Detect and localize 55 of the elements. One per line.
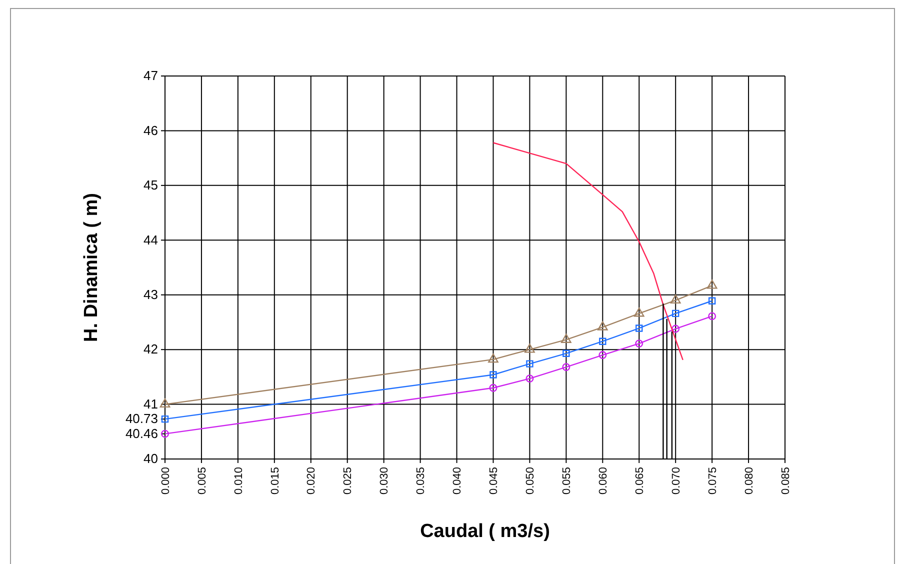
x-tick-label: 0.010 [232, 467, 245, 495]
y-tick-label: 42 [144, 342, 158, 357]
y-axis-title: H. Dinamica ( m) [81, 193, 102, 342]
x-tick-label: 0.050 [524, 467, 537, 495]
line-series [492, 142, 684, 361]
point [161, 415, 169, 423]
point [490, 371, 497, 378]
point [706, 280, 718, 289]
x-tick-label: 0.045 [488, 467, 500, 495]
point [708, 312, 716, 320]
point [526, 360, 534, 368]
x-tick-label: 0.085 [780, 467, 792, 495]
point [488, 354, 498, 363]
point [526, 374, 534, 383]
point [598, 351, 607, 360]
point [561, 334, 572, 343]
x-tick-label: 0.065 [634, 467, 646, 495]
x-tick-label: 0.000 [160, 467, 172, 495]
point [562, 363, 570, 372]
x-tick-label: 0.055 [561, 467, 574, 495]
x-tick-label: 0.015 [269, 467, 282, 495]
x-tick-label: 0.080 [743, 467, 756, 495]
x-tick-label: 0.070 [670, 467, 682, 495]
x-tick-label: 0.005 [196, 467, 208, 495]
point [562, 350, 570, 357]
y-tick-label: 46 [144, 122, 158, 138]
x-tick-label: 0.030 [378, 467, 391, 495]
point [161, 430, 169, 438]
y-tick-label: 44 [144, 232, 158, 248]
x-axis-title: Caudal ( m3/s) [420, 521, 550, 542]
y-tick-label: 47 [144, 68, 158, 84]
point [635, 340, 644, 348]
x-tick-label: 0.025 [342, 467, 354, 495]
point [672, 324, 680, 333]
point [672, 310, 680, 318]
x-tick-label: 0.060 [597, 467, 610, 495]
x-tick-label: 0.035 [415, 467, 428, 495]
y-tick-label: 41 [144, 396, 158, 412]
x-tick-label: 0.075 [706, 467, 719, 495]
point [160, 398, 170, 408]
point [597, 321, 608, 330]
point [524, 344, 535, 353]
x-tick-label: 0.020 [306, 467, 318, 495]
point [670, 294, 681, 304]
y-tick-label: 40.73 [125, 411, 158, 426]
x-tick-label: 0.040 [452, 467, 464, 495]
y-tick-label: 43 [144, 287, 158, 302]
point [489, 384, 498, 392]
point [708, 297, 716, 304]
point [636, 324, 643, 332]
point [599, 338, 606, 345]
point [634, 308, 644, 317]
y-tick-label: 45 [144, 178, 158, 193]
y-tick-label: 40 [144, 451, 158, 466]
y-tick-label: 40.46 [125, 426, 158, 441]
